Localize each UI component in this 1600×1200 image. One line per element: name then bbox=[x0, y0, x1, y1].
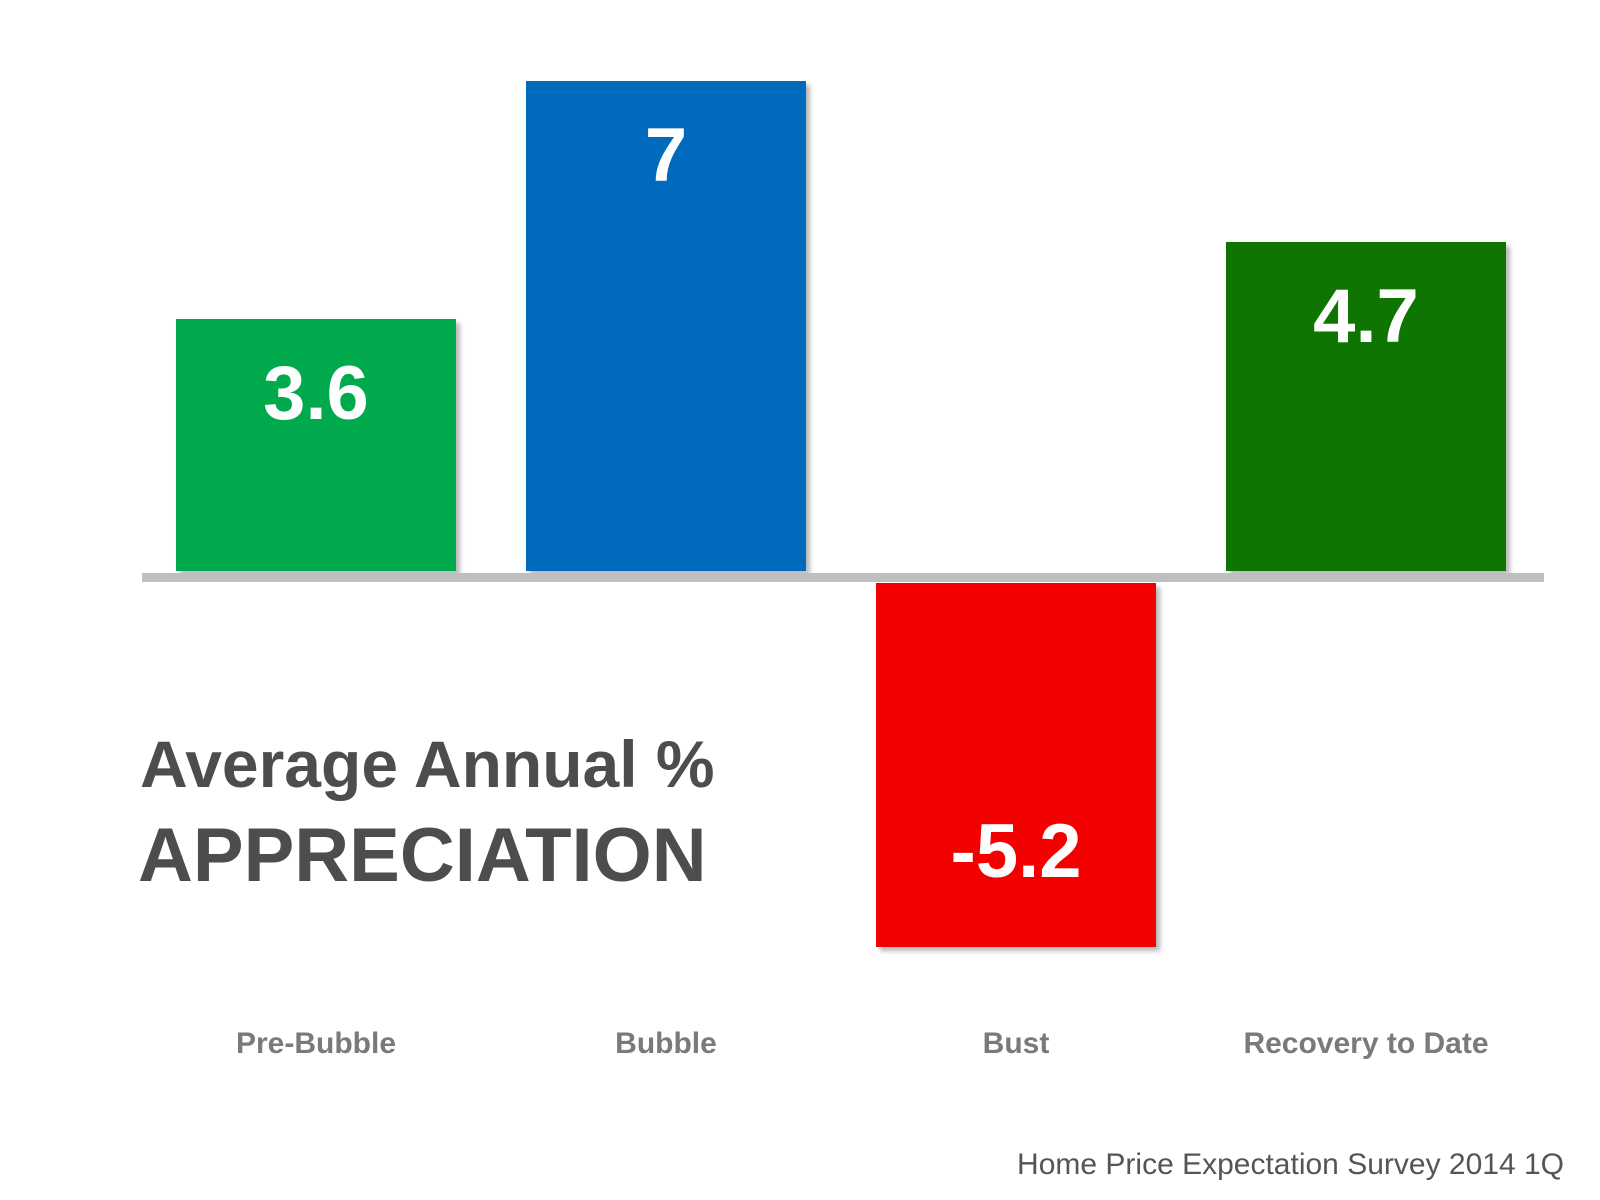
zero-axis-line bbox=[142, 573, 1544, 582]
bar-recovery-to-date bbox=[1226, 242, 1506, 571]
category-label: Bubble bbox=[615, 1027, 717, 1060]
source-note: Home Price Expectation Survey 2014 1Q bbox=[1017, 1148, 1564, 1181]
chart-title-line1: Average Annual % bbox=[140, 727, 715, 801]
bar-bubble bbox=[526, 81, 806, 571]
bar-bust bbox=[876, 583, 1156, 947]
bar-value-label: 3.6 bbox=[263, 351, 369, 436]
bar-pre-bubble bbox=[176, 319, 456, 571]
bar-value-label: 4.7 bbox=[1313, 274, 1419, 359]
chart-title-line2: APPRECIATION bbox=[138, 813, 707, 898]
bar-value-label: 7 bbox=[645, 113, 687, 198]
category-label: Recovery to Date bbox=[1243, 1027, 1488, 1060]
category-label: Bust bbox=[983, 1027, 1050, 1060]
category-label: Pre-Bubble bbox=[236, 1027, 396, 1060]
bar-value-label: -5.2 bbox=[951, 809, 1082, 894]
